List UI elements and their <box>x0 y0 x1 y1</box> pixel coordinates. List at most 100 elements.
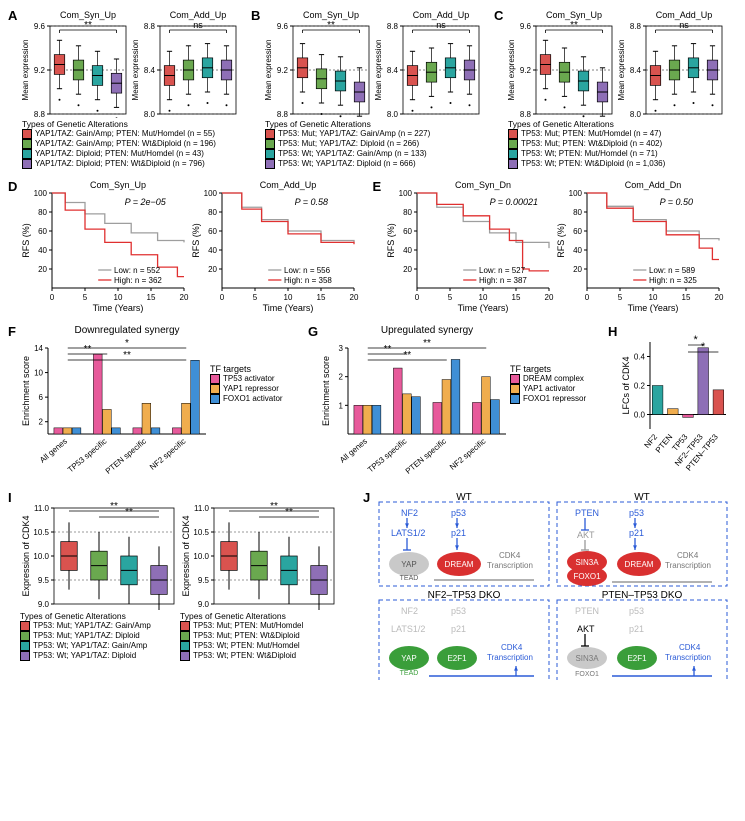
panel-E: E Com_Syn_Dn0510152020406080100Time (Yea… <box>373 179 738 314</box>
svg-text:CDK4: CDK4 <box>679 643 701 652</box>
svg-text:0: 0 <box>414 293 419 302</box>
svg-text:Time (Years): Time (Years) <box>627 303 678 313</box>
svg-text:10: 10 <box>284 293 293 302</box>
svg-text:40: 40 <box>403 246 412 255</box>
svg-text:Com_Add_Dn: Com_Add_Dn <box>624 180 681 190</box>
svg-text:40: 40 <box>573 246 582 255</box>
svg-text:Upregulated synergy: Upregulated synergy <box>381 325 473 336</box>
svg-text:**: ** <box>123 350 131 361</box>
panel-A: A Com_Syn_Up8.89.29.6Mean expression** C… <box>8 8 251 169</box>
svg-text:E2F1: E2F1 <box>447 654 467 663</box>
svg-text:ns: ns <box>193 20 203 30</box>
diagram-J: WTWTNF2–TP53 DKOPTEN–TP53 DKONF2LATS1/2Y… <box>375 490 733 680</box>
svg-text:TEAD: TEAD <box>400 670 419 677</box>
svg-text:WT: WT <box>634 492 650 503</box>
svg-text:8.8: 8.8 <box>34 110 46 118</box>
svg-text:AKT: AKT <box>577 530 595 540</box>
svg-text:15: 15 <box>317 293 326 302</box>
label-A: A <box>8 8 17 23</box>
svg-text:8.8: 8.8 <box>277 110 289 118</box>
svg-text:9.2: 9.2 <box>277 66 289 75</box>
svg-text:TP53 specific: TP53 specific <box>366 437 409 475</box>
svg-text:LFCs of CDK4: LFCs of CDK4 <box>621 356 631 414</box>
svg-text:20: 20 <box>544 293 553 302</box>
svg-text:P = 0.58: P = 0.58 <box>295 197 328 207</box>
svg-text:NF2 specific: NF2 specific <box>148 437 188 472</box>
panel-I: I 9.09.510.010.511.0Expression of CDK4**… <box>8 490 363 680</box>
chart-A-syn: Com_Syn_Up8.89.29.6Mean expression** <box>20 8 130 118</box>
svg-text:10: 10 <box>478 293 487 302</box>
svg-text:Mean expression: Mean expression <box>21 40 30 101</box>
svg-text:P = 2e−05: P = 2e−05 <box>125 197 167 207</box>
svg-text:10: 10 <box>34 369 43 378</box>
svg-text:High: n = 358: High: n = 358 <box>284 276 332 285</box>
legend-C: Types of Genetic AlterationsTP53: Mut; P… <box>508 119 737 169</box>
svg-text:10.0: 10.0 <box>33 552 49 561</box>
svg-text:DREAM: DREAM <box>445 560 474 569</box>
panel-D: D Com_Syn_Up0510152020406080100Time (Yea… <box>8 179 373 314</box>
svg-text:Time (Years): Time (Years) <box>263 303 314 313</box>
svg-text:9.6: 9.6 <box>277 22 289 31</box>
svg-text:3: 3 <box>339 344 344 353</box>
km-D-2: Com_Add_Up0510152020406080100Time (Years… <box>190 179 360 314</box>
svg-text:YAP: YAP <box>401 654 416 663</box>
svg-text:6: 6 <box>39 393 44 402</box>
svg-text:0.0: 0.0 <box>634 411 646 420</box>
svg-text:TEAD: TEAD <box>400 575 419 582</box>
svg-text:CDK4: CDK4 <box>499 551 521 560</box>
svg-text:Downregulated synergy: Downregulated synergy <box>74 325 179 336</box>
legend-B: Types of Genetic AlterationsTP53: Mut; Y… <box>265 119 494 169</box>
svg-text:p53: p53 <box>451 606 466 616</box>
svg-text:8.4: 8.4 <box>387 66 399 75</box>
svg-text:Low: n = 556: Low: n = 556 <box>284 266 331 275</box>
svg-text:8.4: 8.4 <box>630 66 642 75</box>
svg-text:0: 0 <box>220 293 225 302</box>
svg-text:RFS (%): RFS (%) <box>556 223 566 258</box>
svg-text:Mean expression: Mean expression <box>131 40 140 101</box>
svg-text:Com_Syn_Up: Com_Syn_Up <box>546 10 602 20</box>
svg-text:80: 80 <box>573 208 582 217</box>
svg-text:11.0: 11.0 <box>194 504 210 513</box>
svg-text:2: 2 <box>339 373 344 382</box>
svg-text:40: 40 <box>208 246 217 255</box>
svg-text:Transcription: Transcription <box>487 561 533 570</box>
svg-text:20: 20 <box>208 265 217 274</box>
label-J: J <box>363 490 370 505</box>
label-B: B <box>251 8 260 23</box>
svg-text:**: ** <box>327 20 335 31</box>
svg-text:PTEN specific: PTEN specific <box>404 437 448 476</box>
svg-text:10: 10 <box>648 293 657 302</box>
svg-text:p53: p53 <box>451 508 466 518</box>
svg-text:0.2: 0.2 <box>634 382 646 391</box>
svg-text:**: ** <box>110 501 118 512</box>
svg-text:20: 20 <box>573 265 582 274</box>
panel-J: J WTWTNF2–TP53 DKOPTEN–TP53 DKONF2LATS1/… <box>363 490 735 680</box>
svg-text:CDK4: CDK4 <box>501 643 523 652</box>
svg-text:8.0: 8.0 <box>387 110 399 118</box>
svg-text:Expression of CDK4: Expression of CDK4 <box>181 515 191 596</box>
svg-text:60: 60 <box>403 227 412 236</box>
svg-text:P = 0.00021: P = 0.00021 <box>489 197 537 207</box>
chart-I-left: 9.09.510.010.511.0Expression of CDK4**** <box>20 490 180 610</box>
svg-text:SIN3A: SIN3A <box>575 558 599 567</box>
svg-text:FOXO1: FOXO1 <box>573 572 601 581</box>
svg-text:Com_Add_Up: Com_Add_Up <box>260 180 317 190</box>
svg-text:40: 40 <box>38 246 47 255</box>
svg-text:P = 0.50: P = 0.50 <box>659 197 692 207</box>
svg-text:Enrichment score: Enrichment score <box>321 356 331 426</box>
legend-G: TF targetsDREAM complexYAP1 activatorFOX… <box>510 324 605 484</box>
svg-text:FOXO1: FOXO1 <box>575 671 599 678</box>
svg-text:8.8: 8.8 <box>630 22 642 31</box>
svg-text:Com_Syn_Dn: Com_Syn_Dn <box>454 180 510 190</box>
svg-text:**: ** <box>125 507 133 518</box>
svg-text:PTEN: PTEN <box>654 432 675 454</box>
svg-text:**: ** <box>570 20 578 31</box>
svg-text:All genes: All genes <box>338 437 369 465</box>
svg-text:8.4: 8.4 <box>144 66 156 75</box>
svg-text:80: 80 <box>403 208 412 217</box>
chart-B-add: Com_Add_Up8.08.48.8Mean expressionns <box>373 8 483 118</box>
svg-text:Low: n = 589: Low: n = 589 <box>649 266 696 275</box>
svg-text:High: n = 362: High: n = 362 <box>114 276 162 285</box>
svg-text:TP53 specific: TP53 specific <box>66 437 109 475</box>
svg-text:15: 15 <box>681 293 690 302</box>
